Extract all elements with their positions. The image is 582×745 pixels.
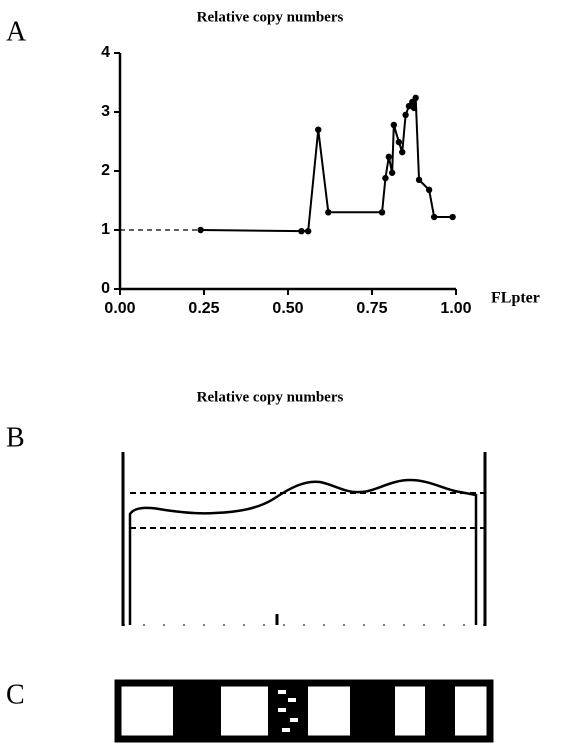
data-point bbox=[382, 174, 389, 182]
data-point bbox=[395, 138, 403, 146]
centromere-pattern bbox=[278, 690, 298, 732]
data-point bbox=[388, 169, 396, 176]
data-point bbox=[378, 209, 386, 216]
data-point bbox=[410, 104, 418, 112]
data-point bbox=[315, 126, 322, 133]
x-axis-label: FLpter bbox=[491, 290, 540, 307]
chart-title: Relative copy numbers bbox=[197, 9, 344, 25]
data-point bbox=[449, 213, 456, 221]
data-point bbox=[390, 121, 398, 129]
profile-plot bbox=[121, 452, 487, 626]
dark-band bbox=[350, 683, 395, 739]
y-tick-label: 4 bbox=[101, 44, 110, 61]
y-tick-label: 3 bbox=[101, 103, 110, 120]
data-point bbox=[385, 153, 392, 161]
data-point bbox=[304, 227, 312, 235]
panel-label: B bbox=[6, 422, 25, 453]
data-point bbox=[425, 186, 433, 194]
y-tick-label: 0 bbox=[101, 280, 110, 297]
data-point bbox=[399, 148, 406, 156]
data-point bbox=[325, 209, 332, 216]
data-point bbox=[197, 226, 204, 234]
x-tick-label: 0.25 bbox=[188, 300, 219, 317]
dark-band bbox=[425, 683, 455, 739]
ideogram bbox=[114, 679, 494, 743]
x-tick-label: 1.00 bbox=[440, 300, 471, 317]
dark-band bbox=[173, 683, 221, 739]
panel-label: A bbox=[6, 16, 27, 47]
panel-label: C bbox=[6, 679, 25, 710]
data-point bbox=[430, 213, 438, 221]
y-tick-label: 2 bbox=[101, 162, 110, 179]
profile-curve bbox=[128, 478, 478, 625]
data-point bbox=[298, 227, 305, 235]
x-tick-label: 0.75 bbox=[356, 300, 387, 317]
chart-title: Relative copy numbers bbox=[197, 389, 344, 405]
data-point bbox=[412, 94, 419, 102]
x-tick-label: 0.50 bbox=[272, 300, 303, 317]
x-tick-label: 0.00 bbox=[104, 300, 135, 317]
data-point bbox=[402, 111, 409, 119]
y-tick-label: 1 bbox=[101, 221, 110, 238]
data-point bbox=[415, 176, 423, 184]
